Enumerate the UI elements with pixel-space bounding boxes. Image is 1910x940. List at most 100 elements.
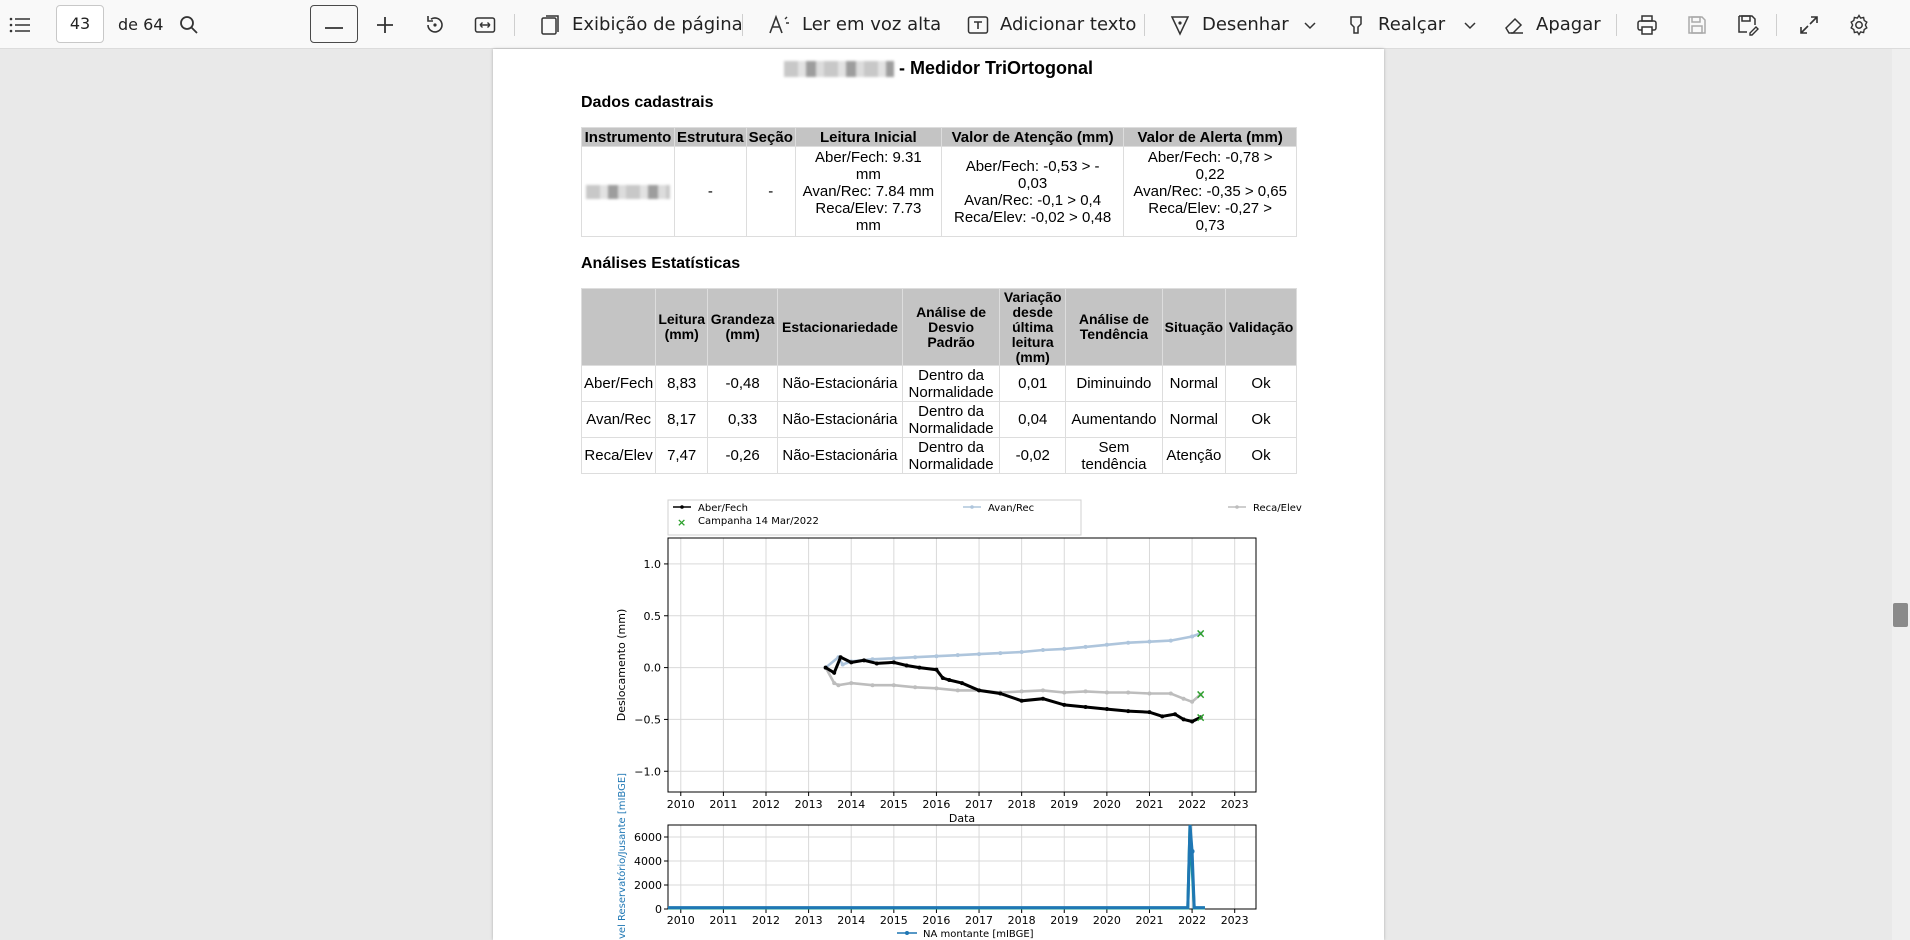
table-cell: -	[745, 146, 796, 237]
table-cell: -0,48	[707, 365, 779, 402]
data-point	[849, 681, 854, 686]
series-line	[668, 824, 1205, 910]
data-point	[1104, 642, 1109, 647]
data-point	[955, 653, 960, 658]
chart-legend	[667, 499, 1082, 536]
fullscreen-button[interactable]	[1797, 0, 1821, 49]
highlighter-icon	[1344, 13, 1368, 37]
x-tick-label: 2023	[1221, 798, 1249, 811]
settings-button[interactable]	[1847, 0, 1871, 49]
table-cell: Reca/Elev	[580, 437, 657, 474]
legend-marker	[905, 931, 909, 935]
campaign-marker: ×	[1196, 710, 1206, 724]
x-tick-label: 2012	[752, 914, 780, 927]
data-point	[832, 681, 837, 686]
table-cell: Aumentando	[1065, 401, 1163, 438]
data-point	[1126, 640, 1131, 645]
x-tick-label: 2018	[1008, 798, 1036, 811]
pdf-page: - Medidor TriOrtogonal Dados cadastrais …	[493, 49, 1384, 940]
draw-options-button[interactable]	[1298, 0, 1322, 49]
col-header: Análise de Tendência	[1065, 288, 1163, 366]
section-title-registration: Dados cadastrais	[581, 94, 714, 111]
highlight-button[interactable]: Realçar	[1344, 0, 1445, 49]
data-point	[1198, 692, 1203, 697]
search-button[interactable]	[177, 0, 201, 49]
add-text-label: Adicionar texto	[1000, 14, 1137, 35]
data-point	[849, 660, 854, 665]
legend-label: Aber/Fech	[698, 503, 748, 514]
data-point	[1083, 704, 1088, 709]
table-cell: Não-Estacionária	[777, 437, 903, 474]
document-viewport[interactable]: - Medidor TriOrtogonal Dados cadastrais …	[0, 49, 1892, 940]
data-point	[1147, 710, 1152, 715]
data-point	[891, 683, 896, 688]
data-point	[1189, 848, 1195, 854]
plot-area	[667, 537, 1257, 793]
save-button[interactable]	[1685, 0, 1709, 49]
rotate-button[interactable]	[423, 0, 447, 49]
data-point	[940, 675, 945, 680]
scrollbar-thumb[interactable]	[1893, 603, 1908, 627]
minus-icon	[324, 15, 344, 34]
data-point	[977, 652, 982, 657]
print-button[interactable]	[1635, 0, 1659, 49]
col-header: Valor de Atenção (mm)	[940, 127, 1125, 147]
fit-width-button[interactable]	[473, 0, 497, 49]
y-tick-label: 0.5	[644, 610, 662, 623]
expand-icon	[1797, 13, 1821, 37]
x-tick-label: 2019	[1050, 914, 1078, 927]
table-cell: 8,17	[655, 401, 709, 438]
contents-button[interactable]	[8, 0, 32, 49]
data-point	[1147, 639, 1152, 644]
vertical-scrollbar[interactable]	[1892, 49, 1910, 940]
table-cell: Ok	[1225, 365, 1297, 402]
col-header: Seção	[745, 127, 796, 147]
data-point	[977, 688, 982, 693]
zoom-in-button[interactable]	[373, 0, 397, 49]
col-header: Análise de Desvio Padrão	[901, 288, 1001, 366]
add-text-button[interactable]: Adicionar texto	[966, 0, 1136, 49]
campaign-marker: ×	[1196, 688, 1206, 702]
zoom-out-button[interactable]	[310, 5, 358, 43]
y-tick-label: 0	[655, 903, 662, 916]
table-cell: Ok	[1225, 437, 1297, 474]
draw-button[interactable]: Desenhar	[1168, 0, 1289, 49]
save-as-icon	[1736, 13, 1760, 37]
x-tick-label: 2022	[1178, 798, 1206, 811]
page-view-icon	[538, 13, 562, 37]
data-point	[1083, 689, 1088, 694]
data-point	[1198, 631, 1203, 636]
rotate-icon	[423, 13, 447, 37]
table-cell: Ok	[1225, 401, 1297, 438]
chevron-down-icon	[1458, 13, 1482, 37]
col-header: Situação	[1161, 288, 1227, 366]
page-view-button[interactable]: Exibição de página	[538, 0, 743, 49]
data-point	[1040, 688, 1045, 693]
erase-button[interactable]: Apagar	[1502, 0, 1601, 49]
col-header: Variação desde última leitura (mm)	[999, 288, 1067, 366]
table-cell: Dentro da Normalidade	[901, 437, 1001, 474]
x-tick-label: 2017	[965, 798, 993, 811]
table-cell: Normal	[1161, 365, 1227, 402]
table-cell: Avan/Rec	[580, 401, 657, 438]
data-point	[1104, 690, 1109, 695]
read-aloud-button[interactable]: Ler em voz alta	[768, 0, 941, 49]
table-cell: 8,83	[655, 365, 709, 402]
data-point	[1040, 647, 1045, 652]
highlight-label: Realçar	[1378, 14, 1446, 35]
save-as-button[interactable]	[1736, 0, 1760, 49]
data-point	[917, 665, 922, 670]
read-aloud-label: Ler em voz alta	[802, 14, 942, 35]
page-number-input[interactable]: 43	[56, 5, 104, 43]
add-text-icon	[966, 13, 990, 37]
data-point	[947, 678, 952, 683]
stats-table: Leitura (mm) Grandeza (mm) Estacionaried…	[580, 288, 1297, 474]
redacted-instrument	[585, 185, 670, 200]
x-axis-label: Data	[949, 812, 975, 825]
y-tick-label: 4000	[634, 855, 662, 868]
table-cell: Não-Estacionária	[777, 401, 903, 438]
highlight-options-button[interactable]	[1458, 0, 1482, 49]
data-point	[891, 660, 896, 665]
data-point	[1019, 698, 1024, 703]
table-cell: Atenção	[1161, 437, 1227, 474]
